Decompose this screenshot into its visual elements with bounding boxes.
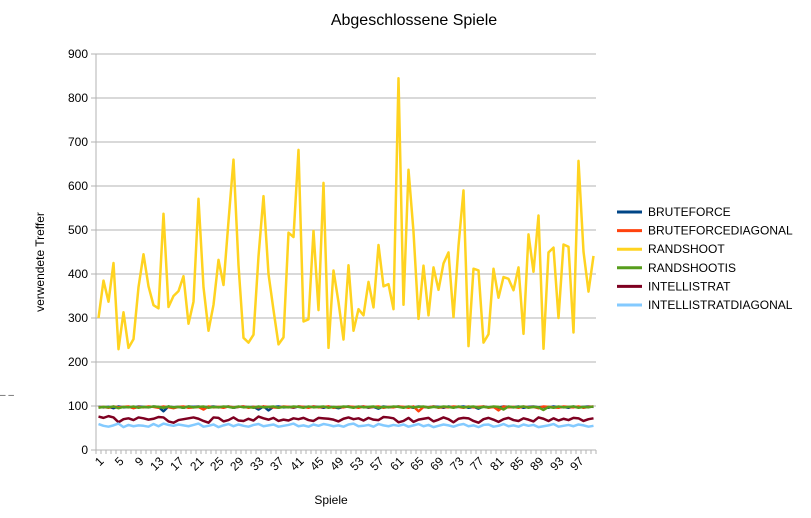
x-tick-label: 89 — [527, 454, 547, 474]
y-tick-label: 600 — [68, 179, 88, 193]
y-tick-label: 0 — [81, 443, 88, 457]
series-line-randshoot — [97, 76, 595, 351]
x-tick-label: 69 — [427, 454, 447, 474]
series-line-randshootis — [98, 405, 594, 412]
x-tick-label: 81 — [487, 454, 507, 474]
x-tick-label: 57 — [367, 454, 387, 474]
x-tick-label: 77 — [467, 454, 487, 474]
y-tick-label: 900 — [68, 47, 88, 61]
legend: BRUTEFORCE BRUTEFORCEDIAGONAL RANDSHOOT RAN… — [617, 205, 793, 312]
x-tick-label: 65 — [407, 454, 427, 474]
x-tick-label: 13 — [147, 454, 167, 474]
x-tick-label: 21 — [187, 454, 207, 474]
x-tick-label: 37 — [267, 454, 287, 474]
legend-label: RANDSHOOT — [648, 242, 725, 256]
y-tick-label: 500 — [68, 223, 88, 237]
chart-title: Abgeschlossene Spiele — [331, 12, 497, 29]
x-tick-label: 93 — [547, 454, 567, 474]
x-tick-label: 17 — [167, 454, 187, 474]
y-tick-label: 300 — [68, 311, 88, 325]
x-tick-label: 33 — [247, 454, 267, 474]
x-tick-label: 61 — [387, 454, 407, 474]
legend-label: INTELLISTRAT — [648, 279, 731, 293]
series-line-intellistrat — [98, 414, 594, 424]
legend-label: RANDSHOOTIS — [648, 261, 736, 275]
x-tick-label: 29 — [227, 454, 247, 474]
x-tick-label: 97 — [567, 454, 587, 474]
stray-mark: – – — [0, 390, 14, 401]
x-tick-label: 85 — [507, 454, 527, 474]
gridlines — [96, 53, 596, 407]
x-tick-label: 25 — [207, 454, 227, 474]
legend-label: BRUTEFORCEDIAGONAL — [648, 224, 793, 238]
y-axis-ticks: 0 100 200 300 400 500 600 700 800 900 — [68, 47, 96, 457]
y-axis-title: verwendete Treffer — [33, 212, 47, 312]
y-tick-label: 800 — [68, 91, 88, 105]
x-tick-label: 45 — [307, 454, 327, 474]
x-axis-title: Spiele — [314, 493, 348, 507]
y-tick-label: 700 — [68, 135, 88, 149]
x-axis-ticks: 1 5 9 13 17 21 25 29 33 37 41 45 49 53 57 61 65 69 73 77 81 8… — [92, 450, 597, 474]
legend-label: BRUTEFORCE — [648, 205, 731, 219]
series-line-intellistratdiagonal — [98, 422, 594, 429]
series-lines — [97, 76, 595, 429]
y-tick-label: 400 — [68, 267, 88, 281]
x-tick-label: 41 — [287, 454, 307, 474]
x-tick-label: 73 — [447, 454, 467, 474]
x-tick-label: 53 — [347, 454, 367, 474]
x-tick-label: 1 — [92, 454, 107, 469]
y-tick-label: 200 — [68, 355, 88, 369]
y-tick-label: 100 — [68, 399, 88, 413]
x-tick-label: 49 — [327, 454, 347, 474]
legend-label: INTELLISTRATDIAGONAL — [648, 298, 793, 312]
x-tick-label: 5 — [112, 454, 127, 469]
x-tick-label: 9 — [132, 454, 147, 469]
